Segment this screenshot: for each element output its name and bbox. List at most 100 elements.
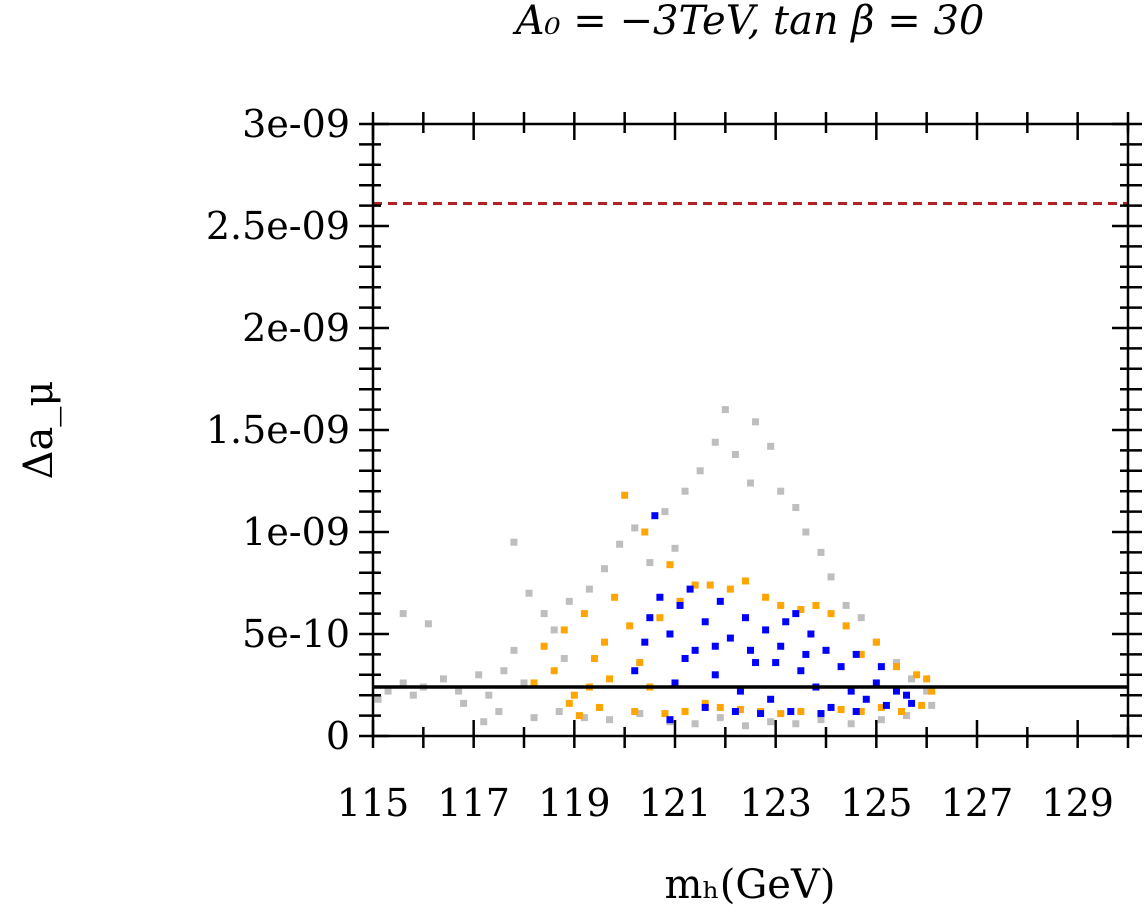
scatter-point bbox=[857, 614, 865, 622]
scatter-point bbox=[565, 699, 573, 707]
scatter-point bbox=[585, 585, 593, 593]
scatter-point bbox=[530, 714, 538, 722]
scatter-point bbox=[857, 650, 865, 658]
x-tick-label: 129 bbox=[1041, 781, 1114, 825]
scatter-point bbox=[616, 540, 624, 548]
x-axis-label: mₕ(GeV) bbox=[665, 862, 836, 908]
y-tick-label: 2e-09 bbox=[242, 306, 350, 350]
scatter-point bbox=[701, 618, 709, 626]
scatter-point bbox=[696, 467, 704, 475]
scatter-point bbox=[757, 710, 765, 718]
scatter-point bbox=[555, 708, 563, 716]
scatter-point bbox=[837, 705, 845, 713]
scatter-point bbox=[827, 610, 835, 618]
scatter-point bbox=[676, 597, 684, 605]
scatter-point bbox=[731, 450, 739, 458]
scatter-point bbox=[631, 708, 639, 716]
scatter-point bbox=[847, 687, 855, 695]
y-axis-label: Δa_μ bbox=[16, 381, 62, 480]
scatter-point bbox=[852, 650, 860, 658]
scatter-point bbox=[525, 589, 533, 597]
scatter-point bbox=[590, 654, 598, 662]
scatter-point bbox=[908, 675, 916, 683]
scatter-point bbox=[626, 622, 634, 630]
scatter-point bbox=[646, 559, 654, 567]
scatter-point bbox=[666, 561, 674, 569]
scatter-point bbox=[716, 597, 724, 605]
scatter-point bbox=[777, 642, 785, 650]
axis-ticks bbox=[359, 112, 1142, 748]
scatter-point bbox=[661, 508, 669, 516]
scatter-point bbox=[691, 720, 699, 728]
y-tick-label: 2.5e-09 bbox=[206, 204, 350, 248]
scatter-point bbox=[767, 718, 775, 726]
scatter-point bbox=[520, 679, 528, 687]
scatter-point bbox=[656, 593, 664, 601]
scatter-point bbox=[671, 679, 679, 687]
scatter-point bbox=[726, 585, 734, 593]
scatter-point bbox=[460, 699, 468, 707]
scatter-point bbox=[611, 593, 619, 601]
scatter-point bbox=[842, 622, 850, 630]
scatter-point bbox=[565, 597, 573, 605]
scatter-point bbox=[550, 626, 558, 634]
x-tick-label: 125 bbox=[840, 781, 913, 825]
scatter-point bbox=[726, 634, 734, 642]
scatter-point bbox=[817, 716, 825, 724]
scatter-point bbox=[762, 593, 770, 601]
scatter-point bbox=[560, 654, 568, 662]
y-tick-label: 0 bbox=[326, 714, 350, 758]
scatter-point bbox=[837, 663, 845, 671]
scatter-point bbox=[580, 610, 588, 618]
scatter-point bbox=[681, 654, 689, 662]
scatter-point bbox=[651, 512, 659, 520]
scatter-point bbox=[641, 638, 649, 646]
scatter-point bbox=[923, 687, 931, 695]
scatter-point bbox=[877, 716, 885, 724]
scatter-point bbox=[636, 710, 644, 718]
scatter-point bbox=[560, 626, 568, 634]
scatter-point bbox=[777, 601, 785, 609]
scatter-point bbox=[892, 659, 900, 667]
scatter-point bbox=[736, 705, 744, 713]
scatter-point bbox=[741, 577, 749, 585]
scatter-point bbox=[807, 630, 815, 638]
scatter-point bbox=[892, 687, 900, 695]
scatter-point bbox=[731, 708, 739, 716]
reference-lines bbox=[373, 202, 1128, 689]
plot-frame bbox=[371, 122, 1130, 738]
scatter-point bbox=[550, 667, 558, 675]
scatter-point bbox=[847, 720, 855, 728]
x-tick-label: 119 bbox=[538, 781, 611, 825]
scatter-point bbox=[872, 638, 880, 646]
scatter-point bbox=[741, 722, 749, 730]
scatter-point bbox=[792, 610, 800, 618]
scatter-point bbox=[510, 646, 518, 654]
scatter-point bbox=[399, 679, 407, 687]
scatter-point bbox=[877, 703, 885, 711]
series-0 bbox=[374, 406, 936, 730]
scatter-point bbox=[666, 716, 674, 724]
scatter-point bbox=[424, 620, 432, 628]
scatter-point bbox=[787, 708, 795, 716]
scatter-point bbox=[661, 710, 669, 718]
scatter-point bbox=[822, 646, 830, 654]
scatter-point bbox=[540, 610, 548, 618]
scatter-point bbox=[601, 638, 609, 646]
scatter-point bbox=[641, 528, 649, 536]
scatter-point bbox=[716, 703, 724, 711]
scatter-point bbox=[903, 691, 911, 699]
scatter-point bbox=[540, 642, 548, 650]
scatter-point bbox=[701, 699, 709, 707]
x-tick-labels: 115 117 119 121 123 125 127 129 bbox=[337, 781, 1114, 825]
scatter-point bbox=[711, 671, 719, 679]
scatter-point bbox=[716, 714, 724, 722]
scatter-point bbox=[409, 691, 417, 699]
scatter-point bbox=[898, 708, 905, 716]
scatter-point bbox=[892, 663, 900, 671]
scatter-layer bbox=[374, 406, 936, 730]
scatter-point bbox=[882, 701, 890, 709]
scatter-point bbox=[802, 650, 810, 658]
scatter-point bbox=[666, 630, 674, 638]
scatter-point bbox=[691, 646, 699, 654]
